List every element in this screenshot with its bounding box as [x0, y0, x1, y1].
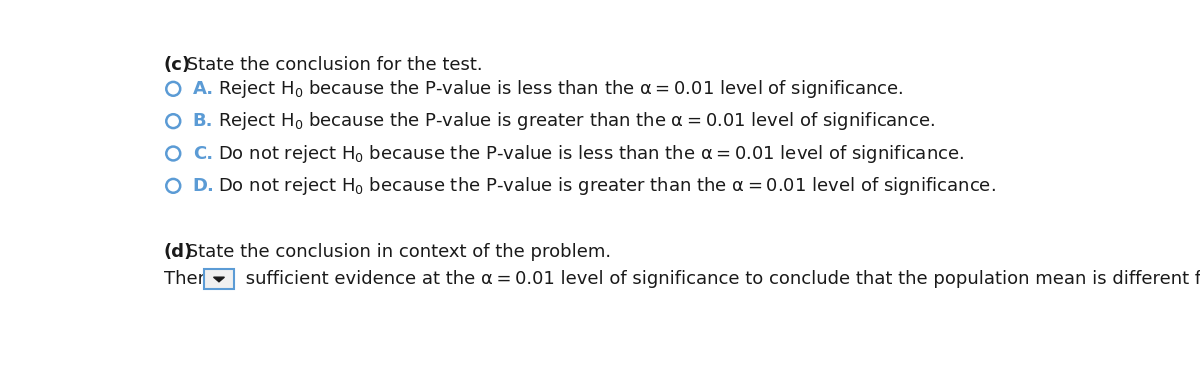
Text: B.: B. [193, 112, 214, 130]
Text: Reject H$_0$ because the P-value is greater than the α = 0.01 level of significa: Reject H$_0$ because the P-value is grea… [218, 110, 935, 132]
Polygon shape [214, 277, 224, 282]
FancyBboxPatch shape [204, 269, 234, 289]
Text: State the conclusion in context of the problem.: State the conclusion in context of the p… [181, 243, 611, 261]
Text: Do not reject H$_0$ because the P-value is less than the α = 0.01 level of signi: Do not reject H$_0$ because the P-value … [218, 142, 965, 164]
Text: A.: A. [193, 80, 214, 98]
Text: sufficient evidence at the α = 0.01 level of significance to conclude that the p: sufficient evidence at the α = 0.01 leve… [240, 270, 1200, 288]
Text: C.: C. [193, 145, 212, 163]
Text: (c): (c) [164, 56, 191, 74]
Text: (d): (d) [164, 243, 193, 261]
Text: Reject H$_0$ because the P-value is less than the α = 0.01 level of significance: Reject H$_0$ because the P-value is less… [218, 78, 904, 100]
Text: State the conclusion for the test.: State the conclusion for the test. [181, 56, 482, 74]
Text: There: There [164, 270, 216, 288]
Text: Do not reject H$_0$ because the P-value is greater than the α = 0.01 level of si: Do not reject H$_0$ because the P-value … [218, 175, 996, 197]
Text: D.: D. [193, 177, 215, 195]
